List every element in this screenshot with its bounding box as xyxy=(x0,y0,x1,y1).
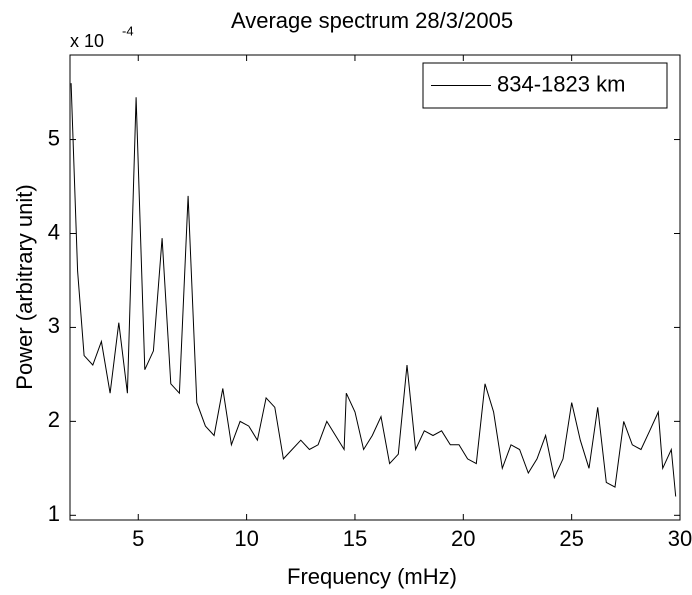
y-tick-label: 3 xyxy=(48,313,60,338)
x-tick-label: 10 xyxy=(234,526,258,551)
y-scale-exponent: -4 xyxy=(122,23,134,38)
x-tick-label: 15 xyxy=(343,526,367,551)
plot-frame xyxy=(69,54,681,521)
x-tick-label: 20 xyxy=(451,526,475,551)
x-axis-label: Frequency (mHz) xyxy=(287,564,457,589)
x-tick-label: 30 xyxy=(668,526,692,551)
x-tick-label: 5 xyxy=(132,526,144,551)
legend-label: 834-1823 km xyxy=(497,71,625,96)
data-line xyxy=(70,83,677,497)
x-tick-label: 25 xyxy=(559,526,583,551)
y-axis-label: Power (arbitrary unit) xyxy=(12,184,37,389)
y-tick-label: 2 xyxy=(48,407,60,432)
y-tick-label: 1 xyxy=(48,501,60,526)
y-tick-label: 5 xyxy=(48,125,60,150)
y-tick-label: 4 xyxy=(48,219,60,244)
chart-title: Average spectrum 28/3/2005 xyxy=(231,8,513,33)
y-scale-base: x 10 xyxy=(70,31,104,51)
